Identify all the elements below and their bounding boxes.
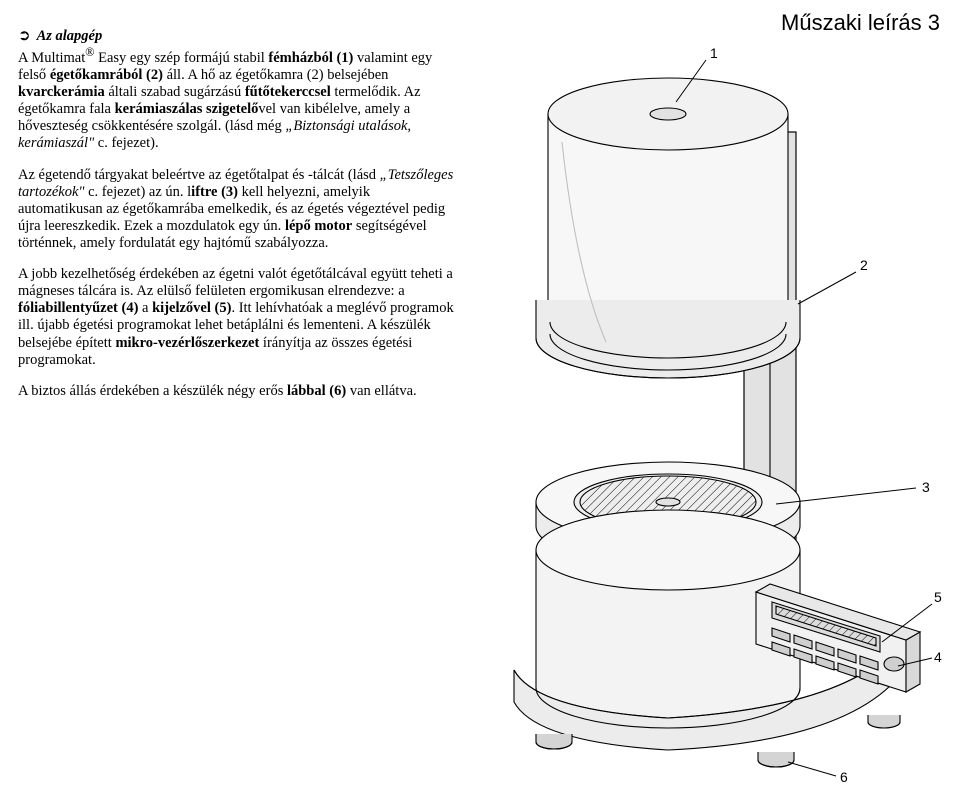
device-diagram: 1 2 3 4 5 6 [476, 42, 942, 782]
callout-5: 5 [934, 589, 942, 605]
firing-chamber [536, 78, 800, 378]
callout-6: 6 [840, 769, 848, 782]
para-2: Az égetendő tárgyakat beleértve az égető… [18, 167, 456, 253]
callout-3: 3 [922, 479, 930, 495]
arrow-icon: ➲ [18, 28, 31, 44]
page-title: Műszaki leírás 3 [781, 10, 940, 36]
para-4: A biztos állás érdekében a készülék négy… [18, 383, 456, 400]
text-column: ➲ Az alapgép A Multimat® Easy egy szép f… [18, 28, 456, 414]
intro-paragraph: ➲ Az alapgép A Multimat® Easy egy szép f… [18, 28, 456, 153]
callout-2: 2 [860, 257, 868, 273]
para-1: A Multimat® Easy egy szép formájú stabil… [18, 50, 432, 152]
para-3: A jobb kezelhetőség érdekében az égetni … [18, 266, 456, 369]
callout-1: 1 [710, 45, 718, 61]
section-heading: Az alapgép [37, 28, 103, 44]
callout-4: 4 [934, 649, 942, 665]
